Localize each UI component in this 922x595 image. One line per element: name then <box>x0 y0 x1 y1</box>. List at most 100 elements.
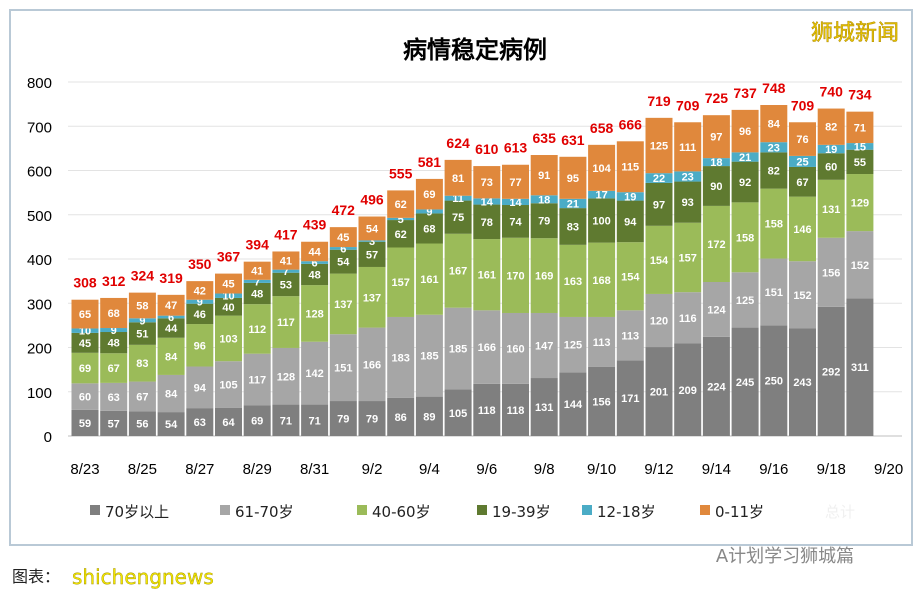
segment-label: 96 <box>739 126 751 138</box>
legend-label-total: 总计 <box>825 503 855 521</box>
segment-label: 91 <box>538 170 550 182</box>
segment-label: 209 <box>679 385 697 397</box>
segment-label: 128 <box>277 371 295 383</box>
x-tick-label: 9/4 <box>419 461 440 478</box>
segment-label: 9 <box>426 206 432 218</box>
bar-segment <box>157 337 185 375</box>
bar-segment <box>645 173 673 183</box>
segment-label: 67 <box>796 177 808 189</box>
segment-label: 17 <box>595 190 607 202</box>
bar-segment <box>215 273 242 294</box>
segment-label: 67 <box>108 363 120 375</box>
segment-label: 163 <box>564 276 582 288</box>
legend-swatch <box>582 505 592 515</box>
bar-segment <box>444 200 472 234</box>
bar-segment <box>358 401 386 436</box>
segment-label: 118 <box>478 405 496 417</box>
bar-segment <box>588 366 616 436</box>
bar-segment <box>702 158 730 167</box>
segment-label: 104 <box>592 163 611 175</box>
segment-label: 73 <box>481 177 493 189</box>
bar-segment <box>301 341 329 405</box>
total-label: 631 <box>561 132 585 148</box>
bar-segment <box>645 182 673 226</box>
bar-segment <box>415 213 443 244</box>
legend-swatch <box>90 505 100 515</box>
segment-label: 54 <box>165 419 178 431</box>
bar-segment <box>846 111 874 144</box>
segment-label: 113 <box>621 330 639 342</box>
bar-segment <box>128 381 156 412</box>
bar-segment <box>157 374 185 413</box>
x-tick-label: 8/31 <box>300 461 329 478</box>
segment-label: 69 <box>423 189 435 201</box>
segment-label: 118 <box>507 405 525 417</box>
segment-label: 79 <box>337 414 349 426</box>
segment-label: 42 <box>194 285 206 297</box>
segment-label: 46 <box>194 309 206 321</box>
bar-segment <box>444 195 472 201</box>
segment-label: 74 <box>509 216 522 228</box>
bar-segment <box>530 155 558 196</box>
segment-label: 82 <box>825 122 837 134</box>
bar-segment <box>846 298 874 436</box>
segment-label: 76 <box>796 134 808 146</box>
bar-segment <box>186 281 214 300</box>
x-tick-label: 9/16 <box>759 461 788 478</box>
bar-segment <box>674 181 702 223</box>
total-label: 740 <box>820 84 844 100</box>
total-label: 312 <box>102 273 126 289</box>
bar-segment <box>760 325 788 436</box>
segment-label: 54 <box>337 257 350 269</box>
bar-segment <box>731 161 759 203</box>
segment-label: 21 <box>739 152 751 164</box>
bar-segment <box>215 361 242 408</box>
total-label: 737 <box>733 85 757 101</box>
bar-segment <box>415 396 443 436</box>
segment-label: 245 <box>736 377 754 389</box>
bar-segment <box>502 205 529 238</box>
segment-label: 112 <box>248 324 266 336</box>
bar-segment <box>530 238 558 313</box>
segment-label: 250 <box>765 376 783 388</box>
bar-segment <box>702 282 730 337</box>
segment-label: 105 <box>449 408 467 420</box>
bar-segment <box>444 159 472 196</box>
segment-label: 44 <box>165 323 178 335</box>
x-tick-label: 9/10 <box>587 461 616 478</box>
segment-label: 57 <box>108 418 120 430</box>
segment-label: 120 <box>650 316 668 328</box>
segment-label: 83 <box>567 221 579 233</box>
segment-label: 161 <box>478 270 496 282</box>
bar-segment <box>215 297 242 316</box>
total-label: 472 <box>332 202 356 218</box>
bar-segment <box>243 282 271 305</box>
bar-segment <box>358 216 386 241</box>
bar-segment <box>674 343 702 436</box>
segment-label: 144 <box>564 399 583 411</box>
segment-label: 5 <box>398 214 404 226</box>
bar-segment <box>71 332 99 353</box>
segment-label: 75 <box>452 212 464 224</box>
bar-segment <box>674 222 702 293</box>
bar-segment <box>128 411 156 436</box>
bar-segment <box>272 272 300 297</box>
segment-label: 58 <box>136 300 148 312</box>
y-tick-label: 200 <box>27 341 52 358</box>
bar-segment <box>674 122 702 172</box>
segment-label: 71 <box>854 122 866 134</box>
bar-segment <box>817 153 845 180</box>
segment-label: 9 <box>139 315 145 327</box>
bar-segment <box>358 240 386 242</box>
total-label: 555 <box>389 165 413 181</box>
bar-segment <box>100 328 128 333</box>
segment-label: 97 <box>653 199 665 211</box>
segment-label: 79 <box>366 414 378 426</box>
bar-segment <box>71 328 99 333</box>
segment-label: 47 <box>165 300 177 312</box>
segment-label: 157 <box>679 252 697 264</box>
bar-segment <box>559 208 587 245</box>
segment-label: 55 <box>854 157 866 169</box>
segment-label: 125 <box>564 340 582 352</box>
total-label: 658 <box>590 120 614 136</box>
